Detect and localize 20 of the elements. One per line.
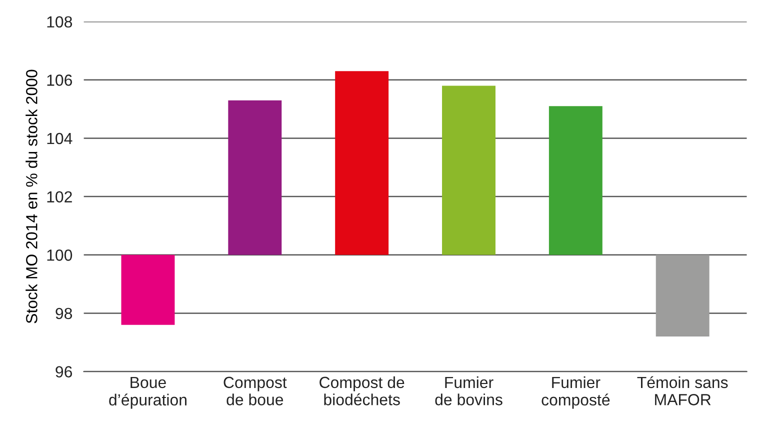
y-tick-label: 100 [47, 250, 72, 261]
y-tick-label: 106 [47, 74, 72, 86]
y-tick-label: 98 [56, 308, 72, 320]
bar [121, 254, 175, 325]
y-axis-title: Stock MO 2014 en % du stock 2000 [26, 70, 38, 324]
x-tick-label: Compost de boue [224, 376, 287, 406]
x-tick-label: Fumier composté [542, 376, 610, 409]
x-tick-label: Boue d’épuration [109, 376, 186, 409]
bar [442, 86, 496, 255]
x-tick-label: Fumier de bovins [435, 376, 502, 406]
x-tick-label: Compost de biodéchets [320, 376, 404, 406]
bar [228, 100, 282, 255]
bar [548, 106, 602, 255]
bar [656, 254, 710, 337]
y-tick-label: 96 [56, 366, 72, 378]
bar [335, 71, 389, 255]
x-tick-label: Témoin sans MAFOR [637, 376, 728, 406]
y-tick-label: 108 [47, 16, 72, 28]
y-tick-label: 104 [47, 132, 72, 144]
y-tick-label: 102 [47, 191, 72, 203]
